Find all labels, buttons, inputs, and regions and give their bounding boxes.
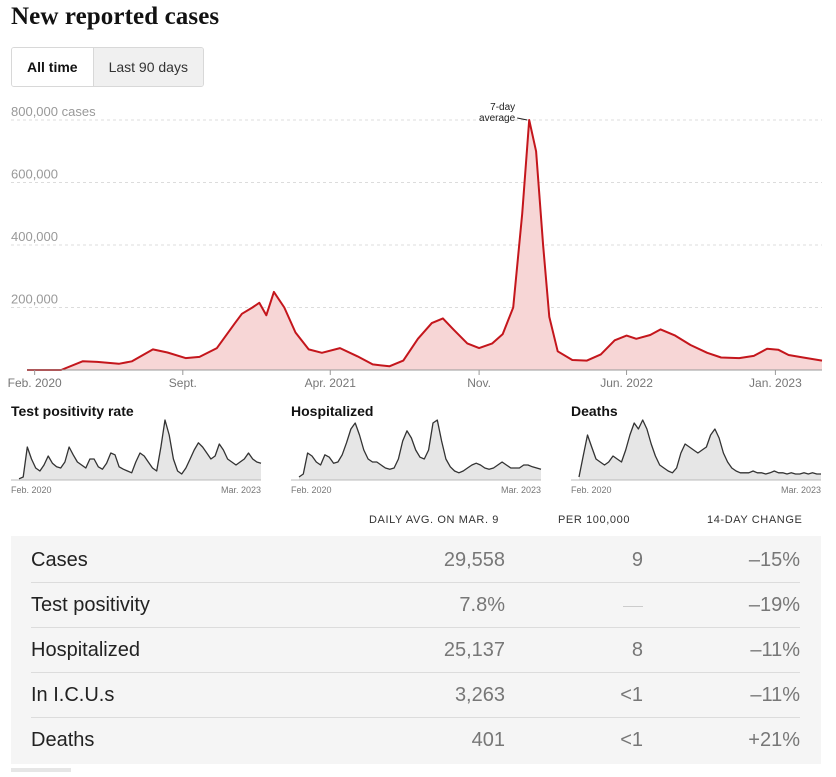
y-tick-label: 600,000: [11, 167, 58, 182]
sparkline-line: [298, 419, 542, 478]
col-per-100k: Per 100,000: [558, 514, 631, 526]
row-change: –11%: [750, 639, 800, 661]
row-change: –15%: [748, 549, 800, 571]
hospitalized-title: Hospitalized: [291, 403, 374, 419]
annotation-text: average: [479, 113, 516, 124]
row-per-100k: 8: [631, 639, 643, 661]
deaths-title: Deaths: [571, 403, 618, 419]
hospitalized-chart: Feb. 2020 Mar. 2023 Hospitalized: [291, 400, 546, 500]
time-range-tabs: All time Last 90 days: [11, 47, 204, 87]
sparkline-area: [299, 420, 541, 480]
hospitalized-sparkline: Feb. 2020 Mar. 2023: [291, 419, 542, 495]
x-end-label: Mar. 2023: [501, 485, 541, 495]
annotation-text: 7-day: [490, 102, 515, 113]
footnote: [11, 768, 71, 772]
row-change: –11%: [750, 684, 800, 706]
row-per-100k: <1: [620, 684, 643, 706]
x-tick-label: Jun. 2022: [600, 376, 653, 390]
test-positivity-title: Test positivity rate: [11, 403, 134, 419]
x-start-label: Feb. 2020: [291, 485, 332, 495]
row-label: Test positivity: [31, 594, 150, 616]
row-daily: 25,137: [443, 639, 505, 661]
x-end-label: Mar. 2023: [781, 485, 821, 495]
y-tick-label: 400,000: [11, 229, 58, 244]
stats-table: Cases 29,558 9 –15% Test positivity 7.8%…: [11, 536, 821, 764]
test-positivity-sparkline: Feb. 2020 Mar. 2023: [11, 419, 262, 495]
table-column-headers: Daily avg. on Mar. 9 Per 100,000 14-day …: [0, 514, 836, 530]
no-data-dash: [623, 606, 643, 607]
x-tick-label: Feb. 2020: [8, 376, 62, 390]
table-row: Deaths 401 <1 +21%: [31, 718, 800, 763]
test-positivity-chart: Feb. 2020 Mar. 2023 Test positivity rate: [11, 400, 266, 500]
table-row: Hospitalized 25,137 8 –11%: [31, 628, 800, 673]
deaths-sparkline: Feb. 2020 Mar. 2023: [571, 419, 821, 495]
cases-line: [27, 119, 823, 371]
x-tick-label: Nov.: [467, 376, 491, 390]
row-daily: 29,558: [443, 549, 505, 571]
row-label: Hospitalized: [31, 639, 140, 661]
col-daily-avg: Daily avg. on Mar. 9: [369, 514, 499, 526]
y-tick-label: 200,000: [11, 292, 58, 307]
x-tick-label: Apr. 2021: [305, 376, 357, 390]
table-row: Test positivity 7.8% –19%: [31, 583, 800, 628]
row-label: Deaths: [31, 729, 95, 751]
row-change: +21%: [748, 729, 800, 751]
col-14-day-change: 14-day change: [707, 514, 803, 526]
sparkline-line: [578, 419, 821, 478]
row-per-100k: 9: [631, 549, 643, 571]
x-tick-label: Jan. 2023: [749, 376, 802, 390]
row-daily: 7.8%: [459, 594, 505, 616]
row-per-100k: <1: [620, 729, 643, 751]
x-tick-label: Sept.: [169, 376, 197, 390]
page-title: New reported cases: [11, 3, 220, 30]
row-label: Cases: [31, 549, 88, 571]
tab-all-time[interactable]: All time: [12, 48, 94, 86]
table-row: In I.C.U.s 3,263 <1 –11%: [31, 673, 800, 718]
sparkline-area: [579, 420, 821, 480]
y-tick-label: 800,000 cases: [11, 104, 96, 119]
cases-chart: 200,000 400,000 600,000 800,000 cases Feb. 2…: [8, 102, 823, 390]
row-daily: 3,263: [454, 684, 505, 706]
annotation-leader: [517, 117, 528, 121]
row-daily: 401: [471, 729, 505, 751]
row-change: –19%: [748, 594, 800, 616]
deaths-chart: Feb. 2020 Mar. 2023 Deaths: [571, 400, 826, 500]
x-end-label: Mar. 2023: [221, 485, 261, 495]
sparkline-line: [18, 419, 262, 480]
x-start-label: Feb. 2020: [11, 485, 52, 495]
table-row: Cases 29,558 9 –15%: [31, 538, 800, 583]
sparkline-area: [19, 420, 261, 480]
x-start-label: Feb. 2020: [571, 485, 612, 495]
row-label: In I.C.U.s: [31, 684, 115, 706]
tab-last-90-days[interactable]: Last 90 days: [93, 48, 203, 86]
